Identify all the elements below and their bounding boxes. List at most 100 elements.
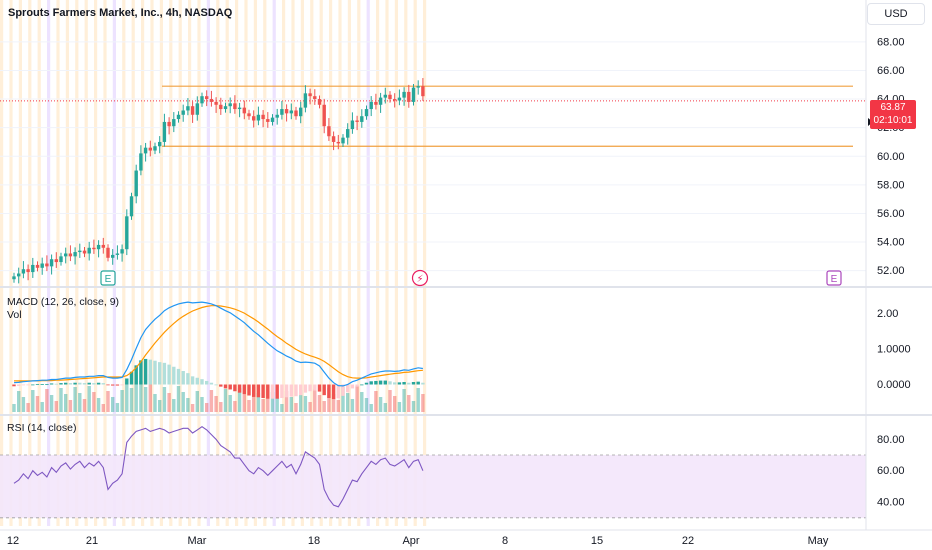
candle-body xyxy=(158,141,162,147)
macd-histogram-bar xyxy=(31,384,35,386)
volume-bar xyxy=(78,393,82,412)
session-band xyxy=(282,0,286,526)
macd-histogram-bar xyxy=(35,384,40,385)
volume-bar xyxy=(374,391,378,412)
candle-body xyxy=(421,86,425,97)
rsi-line xyxy=(13,426,424,508)
volume-bars xyxy=(12,374,425,412)
y-tick-label: 60.00 xyxy=(877,465,905,477)
candle-body xyxy=(266,119,270,122)
macd-histogram-bar xyxy=(143,358,148,385)
x-tick-label: Apr xyxy=(402,535,419,547)
session-band xyxy=(47,0,51,526)
volume-bar xyxy=(331,394,336,412)
session-band xyxy=(423,0,427,526)
macd-histogram-bar xyxy=(308,384,312,392)
candle-body xyxy=(308,93,312,97)
pane-dividers[interactable] xyxy=(0,0,932,531)
candle-body xyxy=(270,117,275,122)
candle-body xyxy=(49,259,54,267)
horizontal-levels[interactable] xyxy=(162,85,853,147)
volume-bar xyxy=(416,388,420,412)
session-band xyxy=(263,0,267,526)
macd-histogram-bar xyxy=(237,384,242,393)
macd-histogram-bar xyxy=(416,381,420,385)
volume-bar xyxy=(12,404,16,412)
volume-bar xyxy=(96,398,101,412)
macd-histogram-bar xyxy=(360,384,364,386)
macd-histogram-bar xyxy=(327,384,331,398)
macd-histogram-bar xyxy=(64,382,68,385)
volume-bar xyxy=(87,386,91,412)
candle-body xyxy=(397,97,402,101)
rsi-pane xyxy=(0,426,866,519)
macd-histogram-bar xyxy=(270,384,275,399)
candle-body xyxy=(40,263,44,268)
volume-bar xyxy=(209,390,214,412)
volume-bar xyxy=(143,387,148,412)
candle-body xyxy=(153,146,157,151)
candle-body xyxy=(68,253,73,257)
event-markers[interactable]: E E ⚡ xyxy=(100,269,842,287)
dividend-marker-icon: ⚡ xyxy=(416,274,423,285)
x-tick-label: 15 xyxy=(591,535,603,547)
y-tick-label: 2.00 xyxy=(877,308,898,320)
time-axis[interactable]: 12 21 Mar 18 Apr 8 15 22 May xyxy=(7,535,829,547)
session-band xyxy=(329,0,333,526)
session-band xyxy=(394,0,398,526)
macd-histogram-bar xyxy=(388,381,392,385)
candle-body xyxy=(299,107,303,117)
candle-body xyxy=(209,99,214,102)
candle-body xyxy=(134,170,138,197)
candle-body xyxy=(411,87,416,102)
macd-histogram-bar xyxy=(378,380,383,385)
candle-body xyxy=(73,252,77,257)
macd-histogram-bar xyxy=(54,383,58,385)
macd-histogram-bar xyxy=(153,360,157,385)
volume-bar xyxy=(162,387,167,412)
currency-selector[interactable]: USD xyxy=(867,3,925,25)
macd-histogram-bar xyxy=(26,384,30,386)
candle-body xyxy=(350,120,355,130)
session-band xyxy=(178,0,182,526)
rsi-label[interactable]: RSI (14, close) xyxy=(7,422,77,434)
session-band xyxy=(338,0,342,526)
candle-body xyxy=(31,264,35,273)
macd-label[interactable]: MACD (12, 26, close, 9) xyxy=(7,296,120,308)
candle-body xyxy=(115,253,120,255)
candle-body xyxy=(186,106,190,111)
macd-histogram-bar xyxy=(242,384,246,395)
session-band xyxy=(385,0,389,526)
candle-body xyxy=(242,107,246,114)
x-tick-label: 21 xyxy=(86,535,98,547)
volume-bar xyxy=(313,389,317,412)
macd-histogram-bar xyxy=(421,382,425,385)
volume-bar xyxy=(205,403,209,412)
candle-body xyxy=(120,249,124,254)
candle-body xyxy=(17,273,21,277)
volume-bar xyxy=(393,396,397,412)
vol-label[interactable]: Vol xyxy=(7,309,22,321)
session-band xyxy=(253,0,257,526)
volume-bar xyxy=(303,396,308,412)
macd-histogram-bar xyxy=(313,384,317,391)
session-band xyxy=(131,0,135,526)
macd-histogram-bar xyxy=(172,366,176,385)
session-band xyxy=(75,0,79,526)
volume-bar xyxy=(186,398,190,412)
volume-bar xyxy=(266,386,270,412)
earnings-marker: E xyxy=(105,274,112,285)
volume-bar xyxy=(237,388,242,412)
candle-body xyxy=(341,137,345,144)
session-band xyxy=(206,0,210,526)
candle-body xyxy=(289,110,293,114)
macd-histogram-bar xyxy=(115,384,120,386)
session-band xyxy=(112,0,116,526)
macd-histogram-bar xyxy=(223,384,228,389)
y-tick-label: 52.00 xyxy=(877,265,905,277)
x-tick-label: 8 xyxy=(502,535,508,547)
last-price-tag: 63.87 02:10:01 xyxy=(870,100,916,129)
macd-histogram-bar xyxy=(374,380,378,385)
volume-bar xyxy=(176,386,181,412)
